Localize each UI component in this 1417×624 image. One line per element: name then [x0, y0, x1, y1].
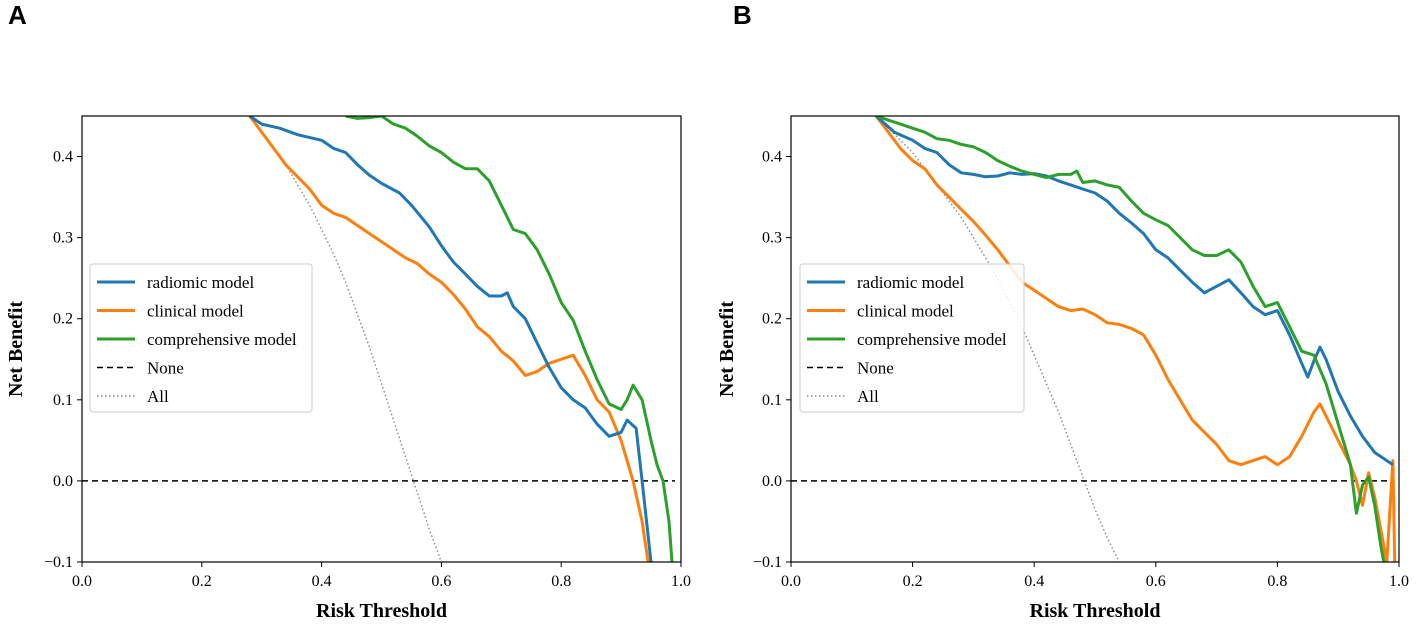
- legend-entry-label: All: [147, 387, 169, 406]
- series-line-comprehensive-model: [345, 116, 674, 562]
- y-tick-label: 0.4: [53, 149, 73, 166]
- y-axis-title: Net Benefit: [5, 301, 27, 397]
- legend-entry-label: comprehensive model: [147, 330, 297, 349]
- x-axis-title: Risk Threshold: [316, 600, 447, 622]
- x-tick-label: 1.0: [671, 573, 691, 590]
- x-tick-label: 1.0: [1389, 573, 1409, 590]
- legend: radiomic model clinical model comprehensiv…: [799, 263, 1025, 413]
- legend-box: [799, 263, 1025, 413]
- plot-frame: [790, 115, 1400, 563]
- y-tick-label: 0.3: [762, 230, 782, 247]
- y-tick-label: 0.1: [762, 392, 782, 409]
- panel-label: A: [8, 0, 27, 30]
- y-tick-label: −0.1: [753, 554, 782, 571]
- plot-frame: [81, 115, 682, 563]
- legend-box: [89, 263, 313, 413]
- x-tick-label: 0.0: [781, 573, 801, 590]
- x-tick-label: 0.4: [312, 573, 332, 590]
- series-line-radiomic-model: [875, 116, 1394, 466]
- panel-label: B: [733, 0, 752, 30]
- legend-entry-label: All: [857, 387, 879, 406]
- series-line-comprehensive-model: [875, 116, 1386, 562]
- legend-entry-label: None: [147, 359, 184, 378]
- y-tick-label: −0.1: [44, 554, 73, 571]
- legend: radiomic model clinical model comprehensiv…: [89, 263, 313, 413]
- y-tick-label: 0.2: [53, 311, 73, 328]
- y-tick-label: 0.3: [53, 230, 73, 247]
- panel-a: A 0.0 0.2 0.4 0.6 0.8 1.0 −0.1 0.0 0.1 0.2 0.3 0.4 Ri…: [5, 0, 691, 622]
- x-axis-title: Risk Threshold: [1030, 600, 1161, 622]
- x-tick-label: 0.2: [903, 573, 923, 590]
- series-line-radiomic-model: [248, 116, 653, 562]
- legend-entry-label: None: [857, 359, 894, 378]
- legend-entry-label: clinical model: [147, 302, 244, 321]
- legend-entry-label: radiomic model: [857, 273, 964, 292]
- series-line-all: [875, 116, 1120, 562]
- legend-entry-label: comprehensive model: [857, 330, 1007, 349]
- y-tick-label: 0.2: [762, 311, 782, 328]
- legend-entry-label: clinical model: [857, 302, 954, 321]
- x-tick-label: 0.2: [192, 573, 212, 590]
- y-axis-title: Net Benefit: [716, 301, 738, 397]
- series-line-clinical-model: [248, 116, 650, 562]
- legend-entry-label: radiomic model: [147, 273, 254, 292]
- x-tick-label: 0.8: [1267, 573, 1287, 590]
- y-tick-label: 0.4: [762, 149, 782, 166]
- y-tick-label: 0.0: [762, 473, 782, 490]
- y-tick-label: 0.0: [53, 473, 73, 490]
- panel-b: B 0.0 0.2 0.4 0.6 0.8 1.0 −0.1 0.0 0.1 0.2 0.3 0.4 Ri…: [716, 0, 1409, 622]
- series-line-all: [249, 116, 443, 562]
- x-tick-label: 0.6: [431, 573, 451, 590]
- x-tick-label: 0.8: [551, 573, 571, 590]
- x-tick-label: 0.6: [1146, 573, 1166, 590]
- x-tick-label: 0.0: [72, 573, 92, 590]
- y-tick-label: 0.1: [53, 392, 73, 409]
- x-tick-label: 0.4: [1024, 573, 1044, 590]
